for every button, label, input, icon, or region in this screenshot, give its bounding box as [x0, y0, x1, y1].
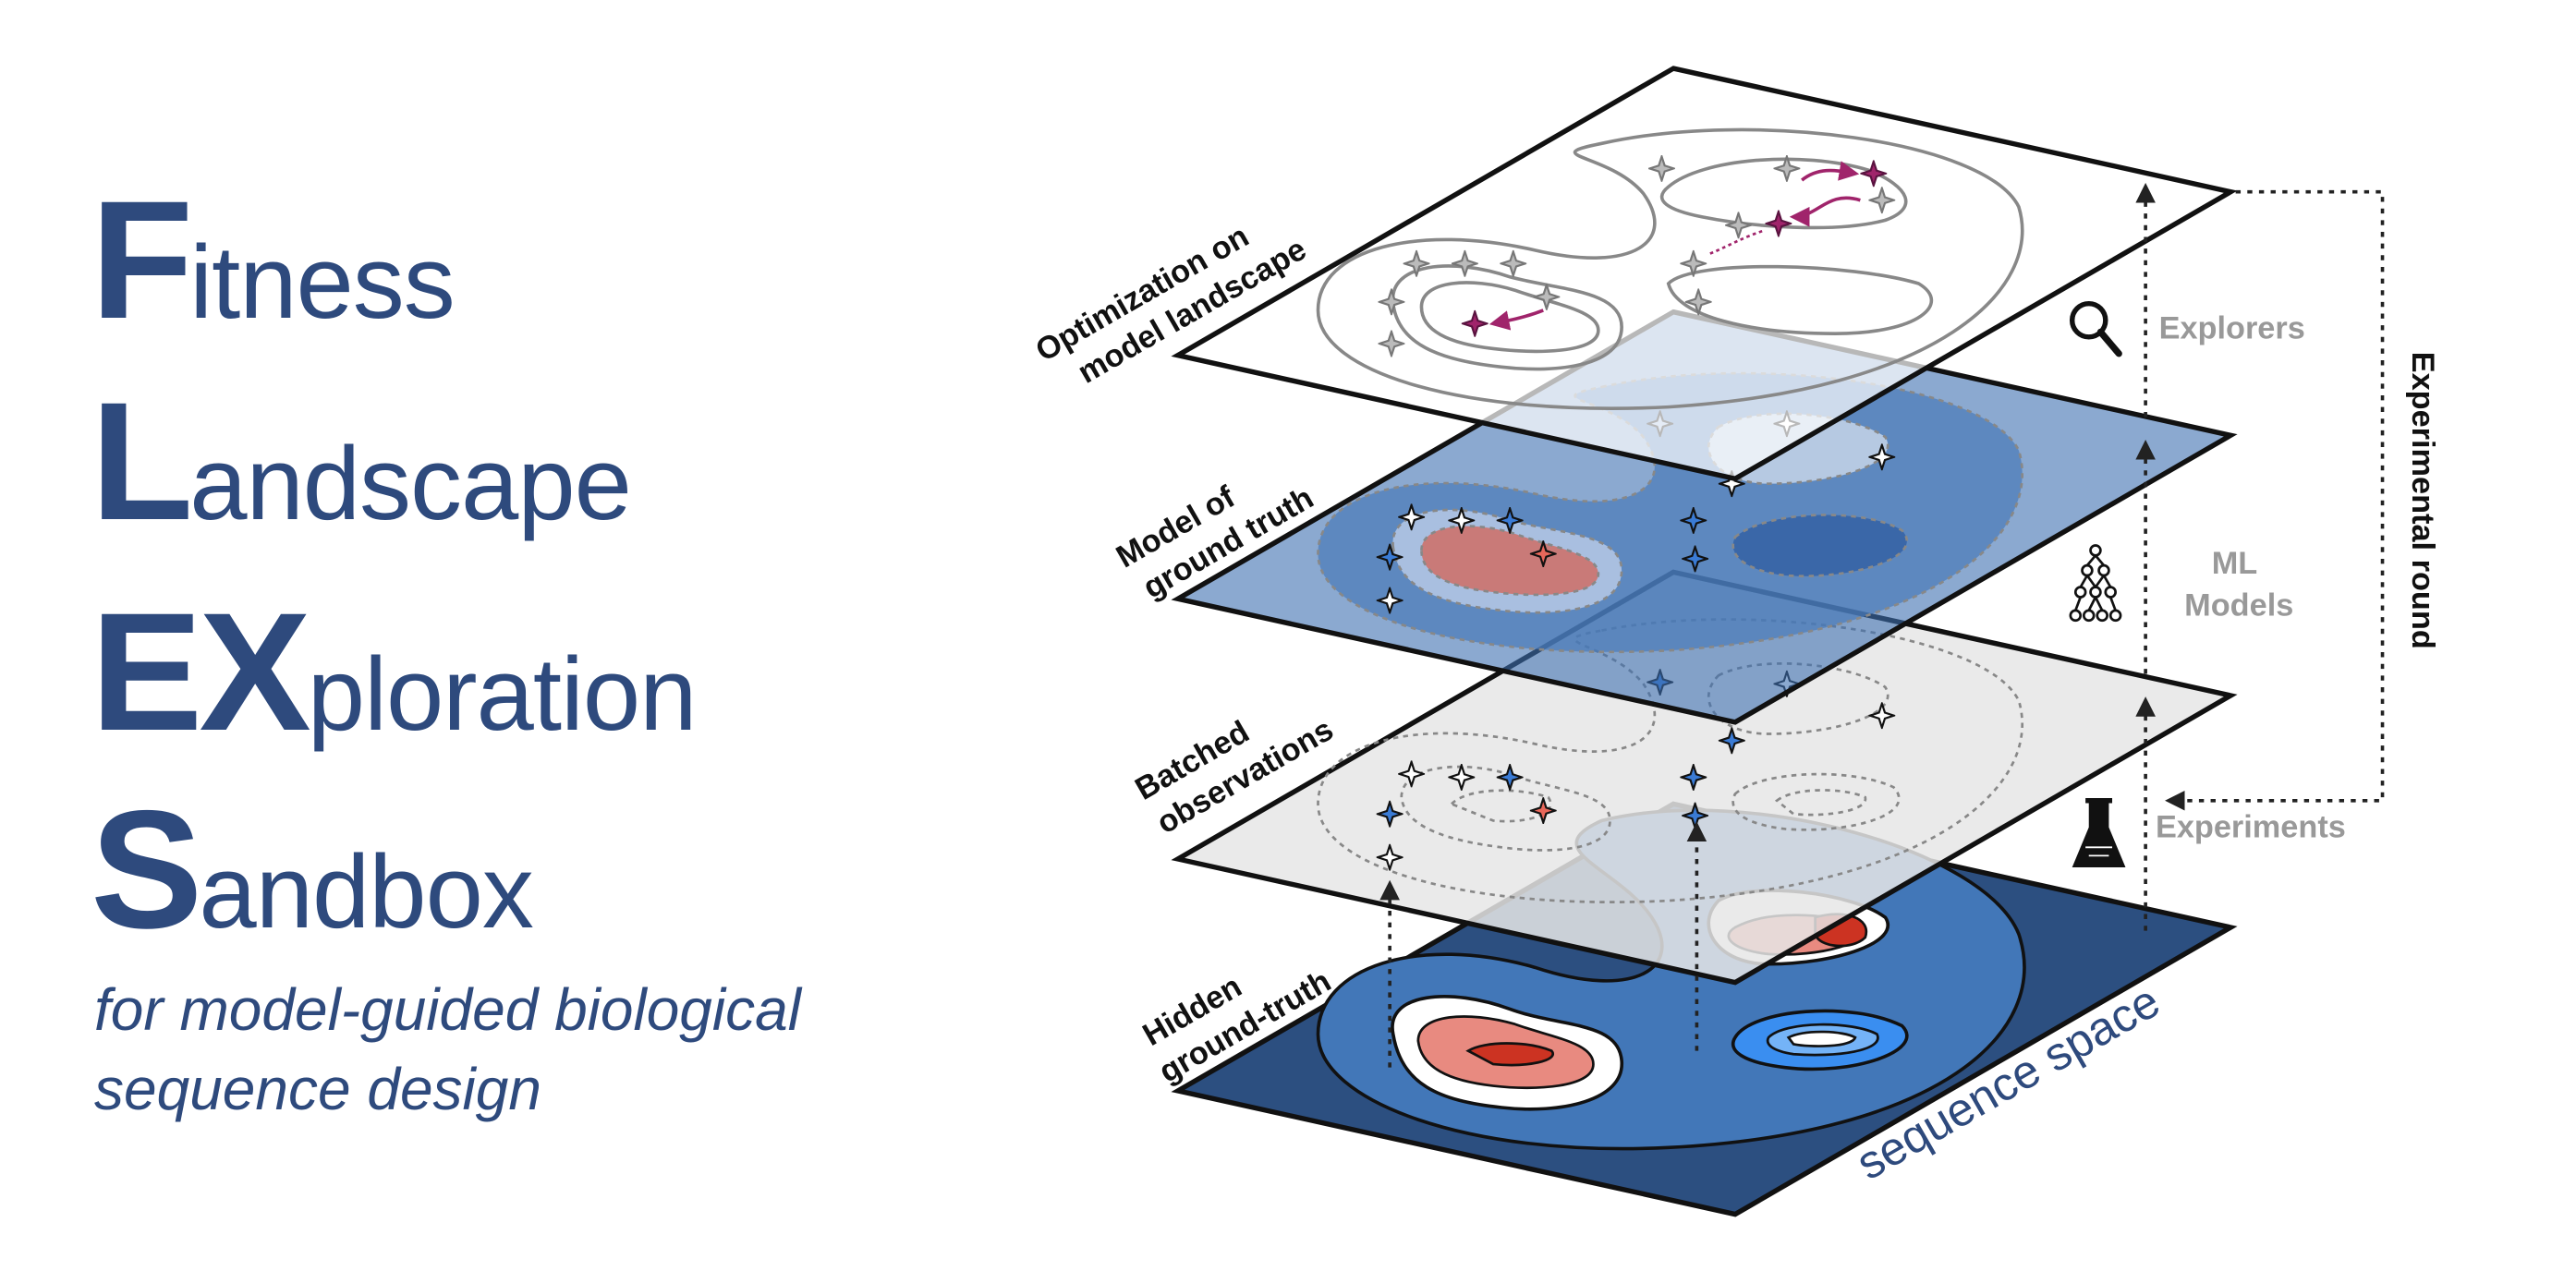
title-line-exploration: EXploration: [91, 587, 698, 756]
title-cap-l: L: [91, 367, 193, 555]
title-rest-landscape: andscape: [189, 426, 632, 541]
title-cap-f: F: [91, 165, 193, 354]
ml-models-label: ML Models: [2184, 546, 2293, 623]
title-line-landscape: Landscape: [91, 377, 632, 545]
flask-icon: [2072, 798, 2126, 867]
magnifier-icon: [2069, 300, 2122, 357]
subtitle: for model-guided biological sequence des…: [94, 970, 1074, 1129]
subtitle-line-2: sequence design: [94, 1056, 541, 1122]
title-cap-ex: EX: [91, 577, 311, 766]
title-rest-exploration: ploration: [307, 636, 698, 752]
side-panel: Explorers ML Models Experiments Experime…: [2069, 300, 2440, 867]
optimization-layer: [1171, 66, 2238, 482]
experimental-round-label: Experimental round: [2405, 352, 2440, 649]
title-rest-sandbox: andbox: [199, 834, 533, 950]
title-line-sandbox: Sandbox: [91, 785, 534, 953]
explorers-label: Explorers: [2159, 311, 2305, 346]
ml-models-line-1: ML: [2212, 546, 2258, 581]
title-rest-fitness: itness: [189, 224, 456, 340]
subtitle-line-1: for model-guided biological: [94, 976, 801, 1043]
experiments-label: Experiments: [2156, 809, 2346, 844]
title-cap-s: S: [91, 775, 202, 963]
ml-models-line-2: Models: [2184, 587, 2293, 623]
layer-arrows: [1379, 182, 2385, 1068]
title-line-fitness: Fitness: [91, 176, 456, 344]
model-layer: [1171, 309, 2238, 725]
neural-network-icon: [2069, 544, 2122, 623]
